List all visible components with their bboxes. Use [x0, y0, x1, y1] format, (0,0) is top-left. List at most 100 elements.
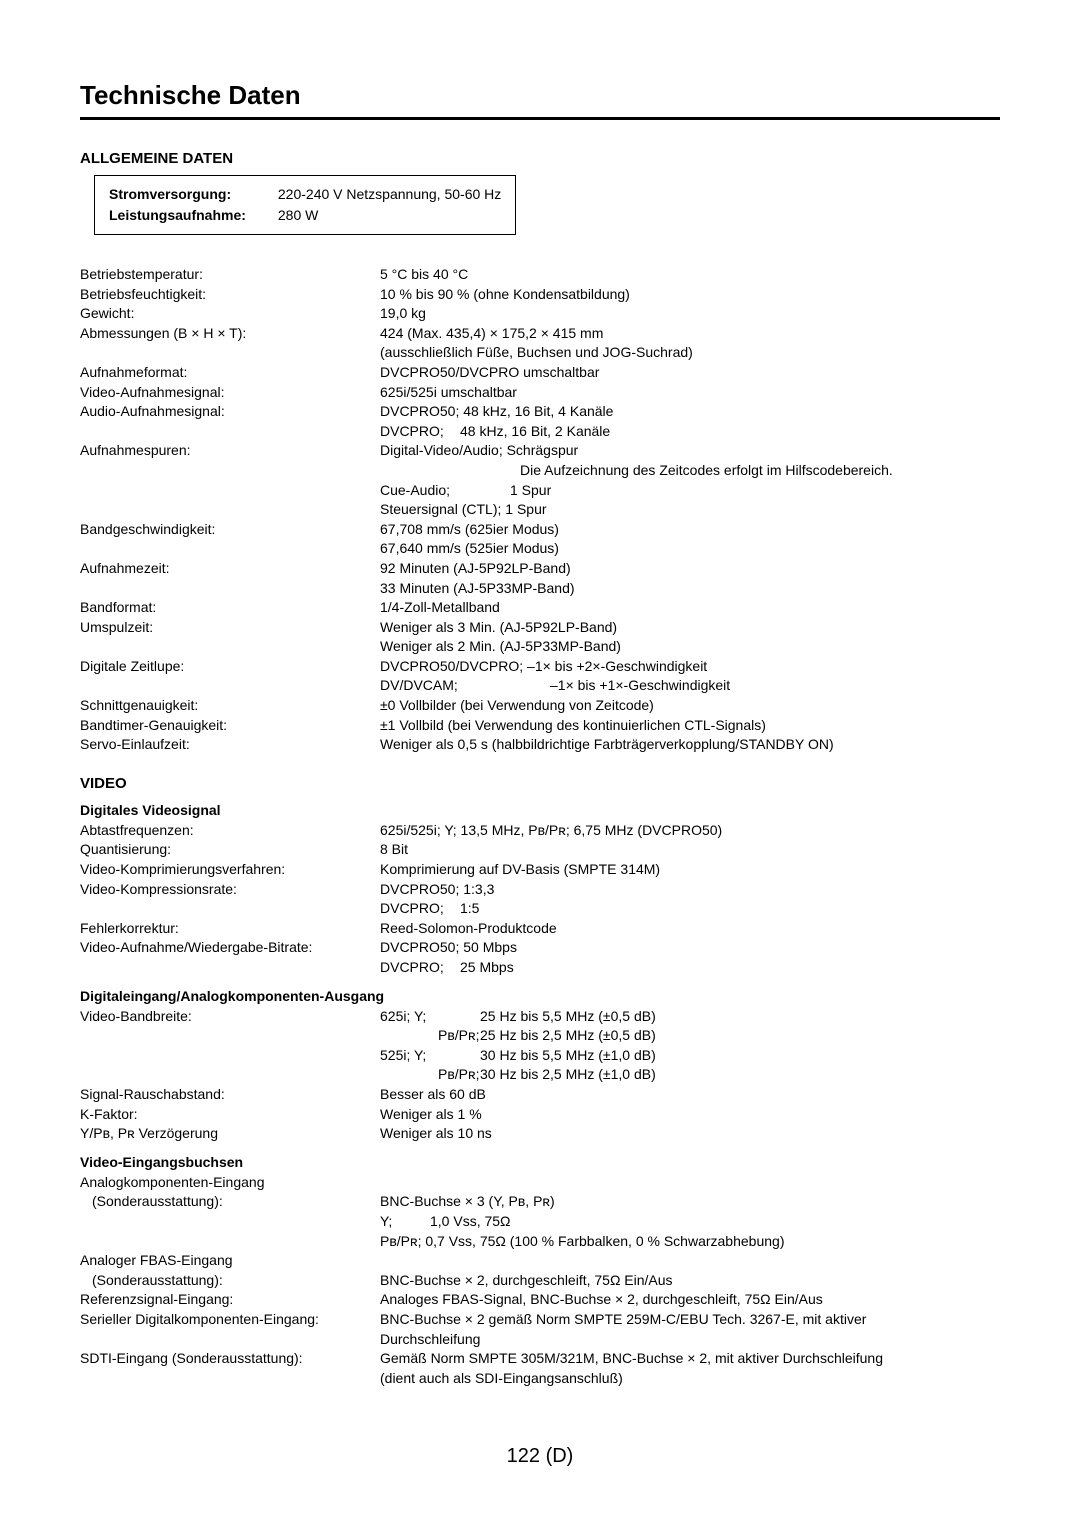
spec-label: Signal-Rauschabstand:: [80, 1085, 380, 1105]
spec-value: Weniger als 10 ns: [380, 1124, 1000, 1144]
spec-note: Steuersignal (CTL); 1 Spur: [80, 500, 1000, 520]
spec-tabbed-pre: DVCPRO;: [380, 422, 460, 442]
spec-tabbed: 25 Hz bis 2,5 MHz (±0,5 dB): [480, 1027, 656, 1043]
power-consumption-value: 280 W: [278, 207, 318, 223]
spec-tabbed-post: 1 Spur: [510, 482, 551, 498]
spec-label: Video-Aufnahmesignal:: [80, 383, 380, 403]
power-consumption-label: Leistungsaufnahme:: [109, 205, 274, 226]
spec-value: 5 °C bis 40 °C: [380, 265, 1000, 285]
spec-note: 67,640 mm/s (525ier Modus): [80, 539, 1000, 559]
spec-value: 67,708 mm/s (625ier Modus): [380, 520, 1000, 540]
spec-label: Aufnahmeformat:: [80, 363, 380, 383]
spec-tabbed-pre: Cue-Audio;: [380, 481, 510, 501]
spec-tabbed: 525i; Y;: [380, 1046, 480, 1066]
power-supply-value: 220-240 V Netzspannung, 50-60 Hz: [278, 186, 501, 202]
spec-value: BNC-Buchse × 3 (Y, Pʙ, Pʀ): [380, 1192, 1000, 1212]
spec-value: 625i; Y;25 Hz bis 5,5 MHz (±0,5 dB): [380, 1007, 1000, 1027]
spec-note: Die Aufzeichnung des Zeitcodes erfolgt i…: [80, 461, 1000, 481]
power-box: Stromversorgung: 220-240 V Netzspannung,…: [94, 175, 516, 235]
spec-tabbed-post: 25 Mbps: [460, 959, 514, 975]
page-title: Technische Daten: [80, 80, 1000, 120]
spec-label: Analoger FBAS-Eingang: [80, 1251, 380, 1271]
spec-value: BNC-Buchse × 2 gemäß Norm SMPTE 259M-C/E…: [380, 1310, 1000, 1330]
spec-tabbed-pre: Y;: [380, 1212, 430, 1232]
spec-label: Abtastfrequenzen:: [80, 821, 380, 841]
spec-label: Aufnahmezeit:: [80, 559, 380, 579]
spec-label: Video-Aufnahme/Wiedergabe-Bitrate:: [80, 938, 380, 958]
spec-label: Servo-Einlaufzeit:: [80, 735, 380, 755]
spec-value: Weniger als 1 %: [380, 1105, 1000, 1125]
spec-label: Betriebstemperatur:: [80, 265, 380, 285]
spec-value: DVCPRO50; 1:3,3: [380, 880, 1000, 900]
spec-label: Digitale Zeitlupe:: [80, 657, 380, 677]
power-supply-label: Stromversorgung:: [109, 184, 274, 205]
spec-tabbed: 30 Hz bis 5,5 MHz (±1,0 dB): [480, 1047, 656, 1063]
spec-label: Referenzsignal-Eingang:: [80, 1290, 380, 1310]
spec-label: Bandtimer-Genauigkeit:: [80, 716, 380, 736]
subsection-title: Digitales Videosignal: [80, 800, 1000, 821]
spec-label: Betriebsfeuchtigkeit:: [80, 285, 380, 305]
spec-note: (ausschließlich Füße, Buchsen und JOG-Su…: [80, 343, 1000, 363]
spec-tabbed: 30 Hz bis 2,5 MHz (±1,0 dB): [480, 1066, 656, 1082]
spec-label: Serieller Digitalkomponenten-Eingang:: [80, 1310, 380, 1330]
spec-value: 8 Bit: [380, 840, 1000, 860]
spec-value: 1/4-Zoll-Metallband: [380, 598, 1000, 618]
spec-label: SDTI-Eingang (Sonderausstattung):: [80, 1349, 380, 1369]
spec-value: Komprimierung auf DV-Basis (SMPTE 314M): [380, 860, 1000, 880]
section-video-heading: VIDEO: [80, 775, 1000, 792]
spec-tabbed: Pʙ/Pʀ;: [438, 1026, 480, 1046]
spec-value: DVCPRO50; 48 kHz, 16 Bit, 4 Kanäle: [380, 402, 1000, 422]
spec-tabbed-post: 1,0 Vss, 75Ω: [430, 1213, 511, 1229]
spec-value: 19,0 kg: [380, 304, 1000, 324]
spec-value: DVCPRO50; 50 Mbps: [380, 938, 1000, 958]
spec-tabbed: Pʙ/Pʀ;: [438, 1065, 480, 1085]
spec-value: 92 Minuten (AJ-5P92LP-Band): [380, 559, 1000, 579]
spec-label: Y/Pʙ, Pʀ Verzögerung: [80, 1124, 380, 1144]
spec-value: DVCPRO50/DVCPRO umschaltbar: [380, 363, 1000, 383]
spec-value: Reed-Solomon-Produktcode: [380, 919, 1000, 939]
spec-label: Audio-Aufnahmesignal:: [80, 402, 380, 422]
spec-value: 424 (Max. 435,4) × 175,2 × 415 mm: [380, 324, 1000, 344]
spec-label: Video-Bandbreite:: [80, 1007, 380, 1027]
spec-label: Aufnahmespuren:: [80, 441, 380, 461]
spec-value: Gemäß Norm SMPTE 305M/321M, BNC-Buchse ×…: [380, 1349, 1000, 1369]
spec-value: Besser als 60 dB: [380, 1085, 1000, 1105]
spec-tabbed-pre: DVCPRO;: [380, 958, 460, 978]
spec-note: 33 Minuten (AJ-5P33MP-Band): [80, 579, 1000, 599]
spec-value: 10 % bis 90 % (ohne Kondensatbildung): [380, 285, 1000, 305]
spec-value: 625i/525i; Y; 13,5 MHz, Pʙ/Pʀ; 6,75 MHz …: [380, 821, 1000, 841]
spec-label: Video-Kompressionsrate:: [80, 880, 380, 900]
subsection-title: Digitaleingang/Analogkomponenten-Ausgang: [80, 986, 1000, 1007]
spec-label: Bandformat:: [80, 598, 380, 618]
page-number: 122 (D): [0, 1445, 1080, 1468]
spec-label: Quantisierung:: [80, 840, 380, 860]
spec-value: ±1 Vollbild (bei Verwendung des kontinui…: [380, 716, 1000, 736]
spec-value: Digital-Video/Audio; Schrägspur: [380, 441, 1000, 461]
spec-value: Weniger als 0,5 s (halbbildrichtige Farb…: [380, 735, 1000, 755]
spec-label: Video-Komprimierungsverfahren:: [80, 860, 380, 880]
spec-tabbed-pre: DVCPRO;: [380, 899, 460, 919]
spec-value: ±0 Vollbilder (bei Verwendung von Zeitco…: [380, 696, 1000, 716]
spec-tabbed-post: 48 kHz, 16 Bit, 2 Kanäle: [460, 423, 610, 439]
spec-label: Bandgeschwindigkeit:: [80, 520, 380, 540]
spec-note: Weniger als 2 Min. (AJ-5P33MP-Band): [80, 637, 1000, 657]
spec-label: (Sonderausstattung):: [80, 1271, 380, 1291]
spec-label: Gewicht:: [80, 304, 380, 324]
spec-value: Analoges FBAS-Signal, BNC-Buchse × 2, du…: [380, 1290, 1000, 1310]
spec-tabbed-pre: DV/DVCAM;: [380, 676, 550, 696]
spec-label: Analogkomponenten-Eingang: [80, 1173, 380, 1193]
spec-label: Abmessungen (B × H × T):: [80, 324, 380, 344]
spec-label: Fehlerkorrektur:: [80, 919, 380, 939]
spec-value: BNC-Buchse × 2, durchgeschleift, 75Ω Ein…: [380, 1271, 1000, 1291]
spec-note: (dient auch als SDI-Eingangsanschluß): [80, 1369, 1000, 1389]
spec-label: K-Faktor:: [80, 1105, 380, 1125]
spec-note: Pʙ/Pʀ; 0,7 Vss, 75Ω (100 % Farbbalken, 0…: [80, 1232, 1000, 1252]
spec-tabbed-post: 1:5: [460, 900, 479, 916]
spec-value: Weniger als 3 Min. (AJ-5P92LP-Band): [380, 618, 1000, 638]
spec-label: Umspulzeit:: [80, 618, 380, 638]
spec-note: Durchschleifung: [80, 1330, 1000, 1350]
spec-value: DVCPRO50/DVCPRO; –1× bis +2×-Geschwindig…: [380, 657, 1000, 677]
subsection-title: Video-Eingangsbuchsen: [80, 1152, 1000, 1173]
spec-value: 625i/525i umschaltbar: [380, 383, 1000, 403]
section-allgemein-heading: ALLGEMEINE DATEN: [80, 150, 1000, 167]
